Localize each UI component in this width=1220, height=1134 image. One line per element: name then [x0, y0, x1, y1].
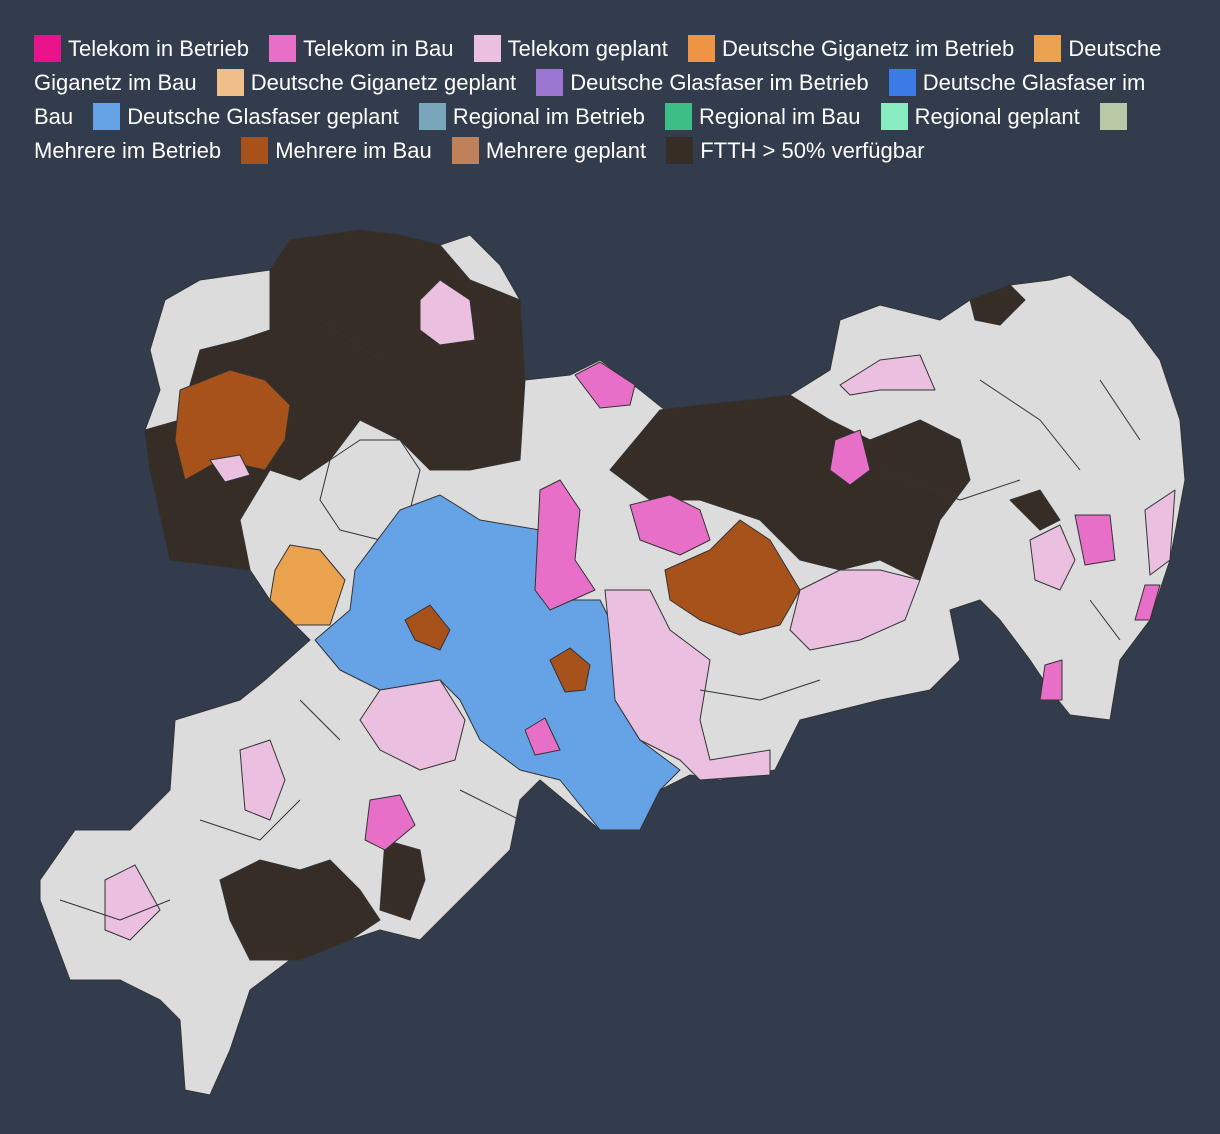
legend-label: Mehrere im Bau [275, 138, 432, 163]
region-mehrere-bau [404, 604, 451, 651]
legend-swatch [473, 35, 501, 62]
legend-item: Mehrere geplant [451, 137, 647, 164]
region-mehrere-bau [664, 519, 801, 636]
legend-item: FTTH > 50% verfügbar [666, 137, 925, 164]
legend-swatch [536, 69, 564, 96]
legend-swatch [888, 69, 916, 96]
region-telekom-geplant [789, 569, 921, 651]
region-mehrere-bau [549, 647, 591, 693]
legend-swatch [418, 103, 446, 130]
region-telekom-geplant [359, 679, 466, 771]
legend-item: Telekom geplant [473, 35, 668, 62]
legend-label: Deutsche Giganetz im Betrieb [722, 36, 1015, 61]
region-telekom-bau [534, 479, 596, 611]
legend-item: Deutsche Giganetz geplant [216, 69, 517, 96]
legend-swatch [241, 137, 269, 164]
legend-item: Regional geplant [880, 103, 1080, 130]
legend-item: Telekom in Betrieb [34, 35, 249, 62]
legend-label: Telekom geplant [507, 36, 668, 61]
legend-swatch [34, 35, 61, 62]
region-telekom-bau [629, 494, 711, 556]
legend-label: Regional geplant [914, 104, 1080, 129]
region-ftth [379, 839, 426, 921]
legend-label: Deutsche Giganetz geplant [250, 70, 517, 95]
region-ftth [1009, 489, 1061, 531]
region-telekom-geplant [104, 864, 161, 941]
region-telekom-bau [1039, 659, 1063, 701]
region-telekom-geplant [1029, 524, 1076, 591]
legend-item: Deutsche Giganetz im Bau [34, 35, 1162, 95]
region-ftth [969, 284, 1026, 326]
region-ftth [609, 394, 971, 581]
legend-swatch [451, 137, 479, 164]
legend-label: Regional im Betrieb [452, 104, 645, 129]
region-telekom-bau [1134, 584, 1161, 621]
legend-label: Deutsche Glasfaser im Betrieb [570, 70, 869, 95]
legend-label: Telekom in Bau [303, 36, 454, 61]
region-telekom-bau [524, 717, 561, 756]
region-giganetz-bau [269, 544, 346, 626]
legend-item: Deutsche Glasfaser im Betrieb [536, 69, 869, 96]
legend-item: Deutsche Glasfaser im Bau [34, 69, 1146, 129]
legend-label: Deutsche Glasfaser geplant [127, 104, 399, 129]
legend-label: FTTH > 50% verfügbar [700, 138, 925, 163]
region-telekom-bau [1074, 514, 1116, 566]
legend-item: Mehrere im Bau [241, 137, 432, 164]
region-mehrere-bau [174, 369, 291, 481]
legend-swatch [1099, 103, 1127, 130]
legend-label: Deutsche Giganetz im Bau [34, 36, 1162, 95]
legend-swatch [269, 35, 297, 62]
legend: Telekom in Betrieb Telekom in Bau Teleko… [34, 32, 1164, 168]
region-telekom-geplant [419, 279, 476, 346]
region-telekom-bau [829, 429, 871, 486]
legend-item: Deutsche Glasfaser geplant [93, 103, 399, 130]
region-ftth [219, 859, 381, 961]
legend-label: Mehrere im Betrieb [34, 138, 222, 163]
region-telekom-geplant [239, 739, 286, 821]
legend-label: Deutsche Glasfaser im Bau [34, 70, 1146, 129]
legend-swatch [93, 103, 121, 130]
legend-swatch [1034, 35, 1062, 62]
legend-item: Regional im Betrieb [418, 103, 645, 130]
region-telekom-geplant [1144, 489, 1176, 576]
legend-item: Mehrere im Betrieb [34, 103, 1134, 163]
region-telekom-bau [364, 794, 416, 851]
region-telekom-bau [574, 361, 636, 409]
legend-swatch [216, 69, 244, 96]
legend-swatch [666, 137, 694, 164]
region-telekom-geplant [209, 454, 251, 483]
legend-swatch [880, 103, 908, 130]
legend-swatch [665, 103, 693, 130]
legend-label: Telekom in Betrieb [68, 36, 249, 61]
region-telekom-geplant [839, 354, 936, 396]
legend-item: Deutsche Giganetz im Betrieb [688, 35, 1015, 62]
legend-item: Telekom in Bau [269, 35, 454, 62]
legend-label: Mehrere geplant [485, 138, 647, 163]
district-lines [59, 319, 1141, 921]
legend-item: Regional im Bau [665, 103, 861, 130]
legend-label: Regional im Bau [699, 104, 861, 129]
region-telekom-geplant [604, 589, 771, 781]
legend-swatch [688, 35, 715, 62]
